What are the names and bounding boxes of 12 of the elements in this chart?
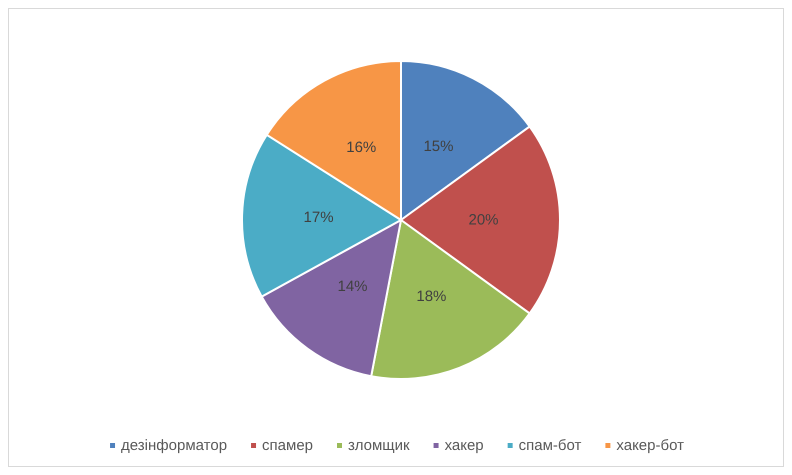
data-label: 18% xyxy=(416,288,446,306)
legend-label: спамер xyxy=(262,437,314,454)
data-label: 16% xyxy=(346,139,376,156)
data-label: 14% xyxy=(337,278,368,296)
legend-label: дезінформатор xyxy=(121,437,228,454)
legend-label: спам-бот xyxy=(518,437,582,454)
legend-label: зломщик xyxy=(348,437,410,454)
legend-label: хакер-бот xyxy=(616,437,684,454)
legend-label: хакер xyxy=(444,437,484,454)
data-label: 20% xyxy=(468,212,499,228)
data-label: 17% xyxy=(304,208,334,226)
data-label: 15% xyxy=(423,138,454,155)
